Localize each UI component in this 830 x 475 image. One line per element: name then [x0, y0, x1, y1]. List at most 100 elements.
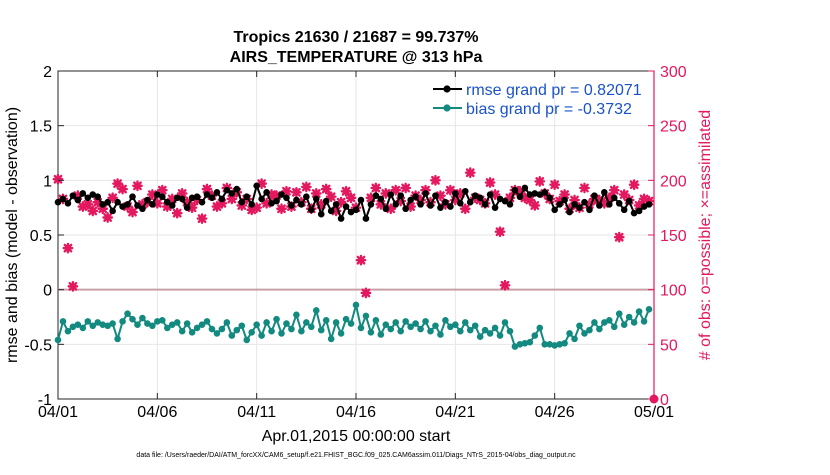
rmse-point [362, 215, 370, 222]
bias-point [536, 324, 544, 332]
bias-point [327, 335, 335, 343]
rmse-point [94, 193, 102, 201]
bias-point [452, 321, 459, 328]
bias-point [332, 319, 340, 326]
bias-point [402, 318, 409, 325]
bias-point [144, 320, 151, 327]
rmse-point [159, 193, 166, 201]
bias-point [367, 329, 375, 336]
rmse-point [387, 191, 395, 198]
rmse-point [109, 207, 116, 215]
x-tick-label: 04/06 [137, 404, 177, 421]
y-tick-label: 0 [43, 283, 52, 300]
rmse-point [531, 190, 539, 197]
rmse-point [556, 201, 563, 208]
rmse-point [327, 207, 335, 215]
bias-point [59, 318, 67, 325]
rmse-point [571, 201, 578, 208]
obs-marker [261, 197, 272, 209]
rmse-point [352, 206, 360, 214]
bias-point [233, 326, 241, 334]
bias-point [64, 327, 72, 335]
bias-point [382, 321, 390, 328]
rmse-point [84, 194, 92, 202]
bias-point [591, 319, 598, 326]
rmse-point [486, 191, 494, 198]
rmse-point [615, 199, 623, 207]
bias-point [114, 335, 121, 343]
rmse-point [397, 192, 405, 199]
bias-point [397, 327, 405, 335]
obs-marker [584, 198, 595, 210]
legend-bias-marker [443, 104, 451, 112]
obs-marker [291, 186, 302, 198]
bias-point [531, 332, 539, 339]
bias-point [521, 339, 529, 347]
rmse-point [248, 201, 255, 208]
obs-marker [156, 184, 168, 196]
obs-marker [196, 213, 208, 224]
rmse-point [452, 190, 459, 197]
obs-marker [638, 193, 650, 205]
bias-point [362, 312, 370, 320]
obs-marker [628, 179, 640, 191]
obs-marker [633, 200, 645, 211]
obs-marker [549, 179, 561, 191]
rmse-point [233, 185, 241, 193]
rmse-point [601, 189, 608, 196]
rmse-point [591, 192, 598, 199]
obs-marker [385, 203, 397, 215]
obs-marker [171, 207, 183, 219]
y-tick-label: -1 [38, 392, 52, 409]
rmse-point [213, 189, 221, 196]
rmse-point [238, 198, 246, 206]
obs-marker [459, 203, 471, 215]
obs-marker [598, 197, 610, 209]
legend-rmse-marker [443, 85, 451, 93]
obs-marker [608, 184, 620, 196]
bias-point [417, 325, 424, 333]
x-tick-label: 04/26 [535, 404, 575, 421]
rmse-point [377, 195, 385, 203]
legend-bias-label: bias grand pr = -0.3732 [466, 101, 632, 118]
obs-marker [613, 231, 625, 243]
rmse-point [178, 195, 186, 203]
rmse-point [139, 205, 146, 213]
y-axis-label: rmse and bias (model - observation) [4, 107, 21, 363]
bias-point [471, 322, 479, 330]
rmse-point [119, 203, 126, 210]
obs-marker [345, 192, 357, 204]
rmse-point [422, 190, 429, 197]
rmse-point [476, 194, 484, 202]
obs-marker [315, 198, 327, 210]
rmse-point [457, 199, 464, 207]
bias-point [576, 322, 583, 330]
bias-point [427, 327, 434, 335]
bias-point [149, 322, 156, 330]
obs-marker [430, 174, 441, 186]
bias-point [561, 339, 568, 347]
bias-point [69, 323, 77, 331]
obs-marker [593, 194, 605, 206]
rmse-point [283, 194, 290, 202]
bias-point [154, 318, 161, 325]
rmse-point [506, 201, 514, 208]
rmse-point [620, 206, 628, 214]
rmse-point [372, 192, 380, 199]
rmse-point [317, 210, 325, 218]
x-tick-label: 04/01 [38, 404, 78, 421]
rmse-point [561, 196, 568, 204]
rmse-point [144, 196, 151, 204]
bias-point [258, 332, 265, 339]
rmse-point [357, 196, 365, 204]
rmse-point [129, 193, 136, 201]
rmse-point [551, 206, 558, 214]
obs-marker [519, 192, 531, 204]
obs-marker [360, 287, 372, 299]
obs-marker [484, 177, 496, 188]
bias-point [303, 319, 310, 326]
rmse-point [625, 197, 633, 205]
y2-tick-label: 100 [660, 283, 687, 300]
chart-title: Tropics 21630 / 21687 = 99.737% [233, 29, 478, 46]
rmse-point [332, 201, 340, 208]
